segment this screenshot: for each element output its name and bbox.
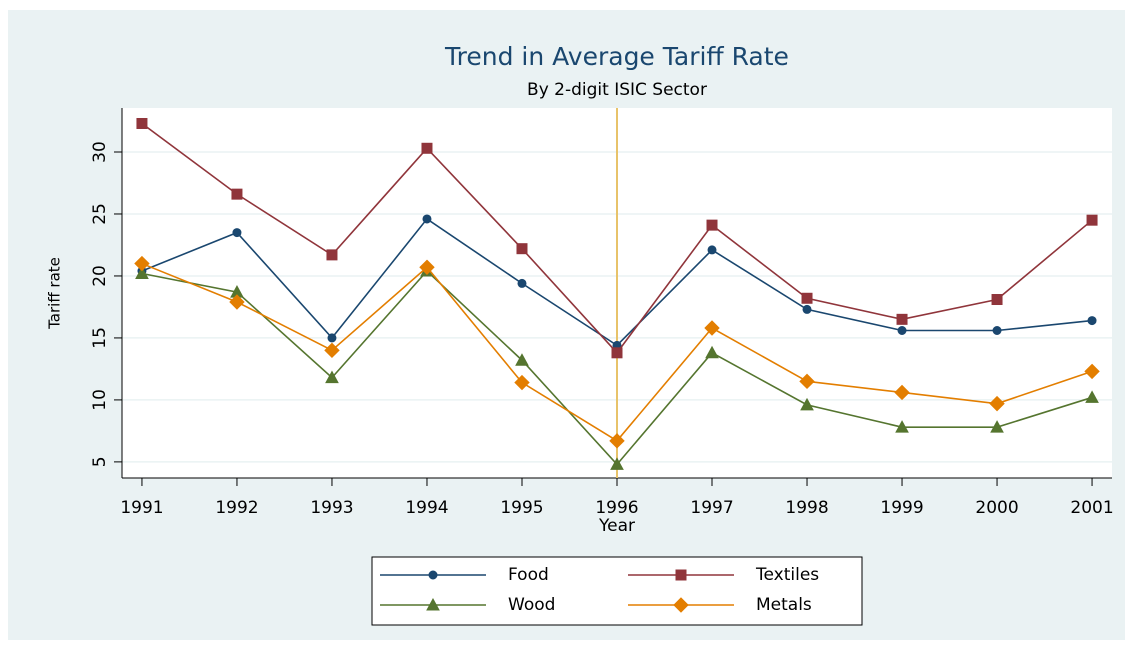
x-tick-label: 1993 [310,498,353,518]
legend-label: Metals [756,595,812,615]
x-tick-label: 2000 [975,498,1018,518]
y-tick-label: 5 [90,456,110,467]
marker [991,294,1003,306]
x-tick-label: 1995 [500,498,543,518]
marker [134,255,150,272]
marker [707,245,717,255]
legend-label: Wood [508,595,555,615]
chart-subtitle: By 2-digit ISIC Sector [527,80,707,100]
marker [800,397,814,411]
y-tick-label: 20 [90,265,110,287]
marker [327,333,337,343]
chart-title: Trend in Average Tariff Rate [444,42,789,71]
marker [610,457,624,470]
marker [422,214,432,224]
y-tick-label: 10 [90,389,110,411]
marker [1084,363,1100,380]
x-axis-label: Year [598,516,635,536]
marker [705,345,719,359]
marker [609,433,625,449]
marker [232,228,242,238]
marker [704,320,720,336]
marker [706,219,718,231]
marker [325,370,339,384]
marker [421,142,433,154]
marker [801,292,813,304]
marker [990,420,1004,433]
legend-marker [675,569,687,581]
x-tick-label: 1992 [215,498,258,518]
x-tick-label: 1997 [690,498,733,518]
marker [324,342,340,359]
x-tick-label: 1991 [120,498,163,518]
y-axis-label: Tariff rate [46,257,64,330]
marker [135,266,149,279]
marker [231,188,243,200]
marker [611,347,623,359]
marker [136,117,148,129]
x-tick-label: 1994 [405,498,448,518]
marker [516,243,528,255]
marker [517,278,527,288]
x-tick-label: 1996 [595,498,638,518]
marker [1086,214,1098,226]
marker [989,395,1005,412]
x-tick-label: 1999 [880,498,923,518]
x-tick-label: 2001 [1070,498,1113,518]
legend-marker [428,570,438,580]
y-tick-label: 15 [90,327,110,349]
legend-marker [426,597,440,611]
y-tick-label: 30 [90,141,110,163]
marker [799,373,815,390]
marker [1085,390,1099,403]
marker [326,249,338,261]
marker [229,294,245,310]
legend-marker [673,597,689,613]
marker [515,353,529,366]
marker [992,325,1002,335]
marker [896,313,908,325]
legend-label: Textiles [755,565,819,585]
marker [897,325,907,335]
marker [895,420,909,433]
legend-label: Food [508,565,549,585]
marker [514,374,530,391]
marker [1087,316,1097,326]
legend [371,556,863,626]
marker [802,304,812,314]
marker [894,384,910,401]
marker [419,259,435,275]
y-tick-label: 25 [90,203,110,225]
x-tick-label: 1998 [785,498,828,518]
